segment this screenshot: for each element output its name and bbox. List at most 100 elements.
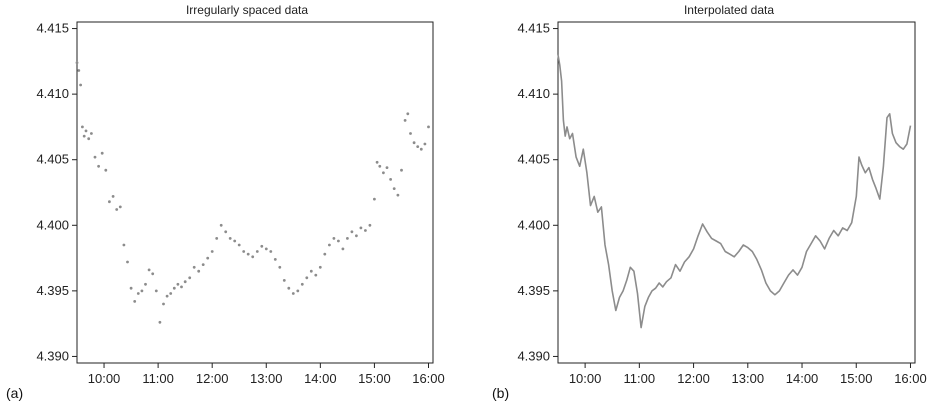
data-point	[278, 265, 282, 269]
y-tick-label: 4.410	[517, 86, 550, 101]
data-point	[314, 273, 318, 277]
data-point	[318, 265, 322, 269]
series-line	[557, 54, 912, 329]
data-point	[346, 237, 349, 240]
data-point	[375, 160, 379, 164]
data-point	[378, 164, 382, 168]
data-point	[126, 260, 129, 264]
data-point	[287, 286, 291, 290]
data-point	[169, 292, 173, 295]
data-point	[82, 134, 86, 138]
data-point	[133, 300, 137, 303]
y-tick-label: 4.400	[36, 217, 69, 232]
data-point	[111, 195, 115, 198]
data-point	[419, 147, 423, 151]
x-tick-label: 13:00	[250, 371, 283, 386]
data-point	[328, 243, 331, 247]
data-point	[228, 237, 232, 240]
data-point	[237, 243, 241, 247]
data-point	[122, 243, 126, 247]
data-point	[242, 250, 246, 253]
data-point	[423, 142, 427, 146]
data-point	[100, 151, 104, 155]
data-point	[341, 247, 345, 251]
x-tick-label: 15:00	[358, 371, 391, 386]
y-tick-label: 4.405	[517, 152, 550, 167]
panel-a-plot-frame	[76, 21, 434, 364]
data-point	[210, 250, 214, 253]
y-tick-label: 4.415	[36, 21, 69, 36]
data-point	[172, 286, 176, 290]
data-point	[255, 250, 259, 253]
panel-a-x-axis: 10:00 11:00 12:00 13:00 14:00 15:00 16:00	[88, 363, 445, 386]
x-tick-label: 12:00	[196, 371, 229, 386]
data-point	[382, 171, 385, 175]
data-point	[368, 223, 372, 227]
data-point	[176, 282, 180, 286]
x-tick-label: 14:00	[786, 371, 819, 386]
data-point	[129, 286, 133, 290]
panel-b-tag: (b)	[492, 385, 509, 401]
data-point	[183, 280, 187, 284]
data-point	[350, 230, 354, 234]
data-point	[188, 276, 192, 280]
data-point	[403, 119, 407, 122]
x-tick-label: 15:00	[840, 371, 873, 386]
panel-b-series	[557, 54, 912, 329]
data-point	[224, 230, 228, 234]
data-point	[219, 223, 223, 227]
data-point	[77, 69, 81, 72]
data-point	[118, 205, 122, 209]
x-tick-label: 16:00	[412, 371, 445, 386]
data-point	[296, 289, 300, 293]
data-point	[97, 164, 100, 168]
data-point	[332, 237, 336, 240]
panel-b-y-axis: 4.390 4.395 4.400 4.405 4.410 4.415	[517, 21, 558, 363]
data-point	[215, 237, 219, 240]
data-point	[154, 289, 158, 293]
x-tick-label: 11:00	[142, 371, 174, 386]
y-tick-label: 4.405	[36, 152, 69, 167]
data-point	[309, 269, 313, 273]
data-point	[233, 239, 237, 243]
x-tick-label: 10:00	[569, 371, 602, 386]
data-point	[197, 269, 201, 273]
panel-a-y-axis: 4.390 4.395 4.400 4.405 4.410 4.415	[36, 21, 77, 363]
data-point	[144, 282, 147, 286]
data-point	[81, 125, 84, 129]
data-point	[206, 256, 210, 260]
data-point	[305, 276, 309, 280]
data-point	[147, 268, 151, 272]
y-tick-label: 4.395	[517, 283, 550, 298]
data-point	[162, 302, 165, 306]
panel-a-series	[75, 61, 430, 324]
data-point	[427, 125, 430, 129]
data-point	[355, 234, 358, 238]
data-point	[75, 61, 79, 65]
data-point	[389, 178, 392, 181]
panel-b-title: Interpolated data	[684, 3, 774, 17]
data-point	[400, 168, 403, 172]
data-point	[90, 132, 93, 135]
panel-a-tag: (a)	[6, 385, 23, 401]
data-point	[412, 141, 416, 145]
x-tick-label: 12:00	[677, 371, 710, 386]
data-point	[291, 292, 295, 295]
data-point	[409, 132, 412, 135]
data-point	[104, 168, 108, 172]
panel-a-title: Irregularly spaced data	[186, 3, 308, 17]
data-point	[87, 137, 91, 141]
data-point	[84, 129, 88, 133]
data-point	[201, 263, 205, 266]
y-tick-label: 4.415	[517, 21, 550, 36]
y-tick-label: 4.400	[517, 217, 550, 232]
data-point	[385, 166, 389, 170]
x-tick-label: 13:00	[732, 371, 765, 386]
data-point	[151, 272, 155, 276]
data-point	[396, 193, 400, 197]
data-point	[337, 239, 340, 243]
panel-b-x-axis: 10:00 11:00 12:00 13:00 14:00 15:00 16:00	[569, 363, 927, 386]
data-point	[273, 258, 277, 261]
data-point	[251, 255, 255, 259]
